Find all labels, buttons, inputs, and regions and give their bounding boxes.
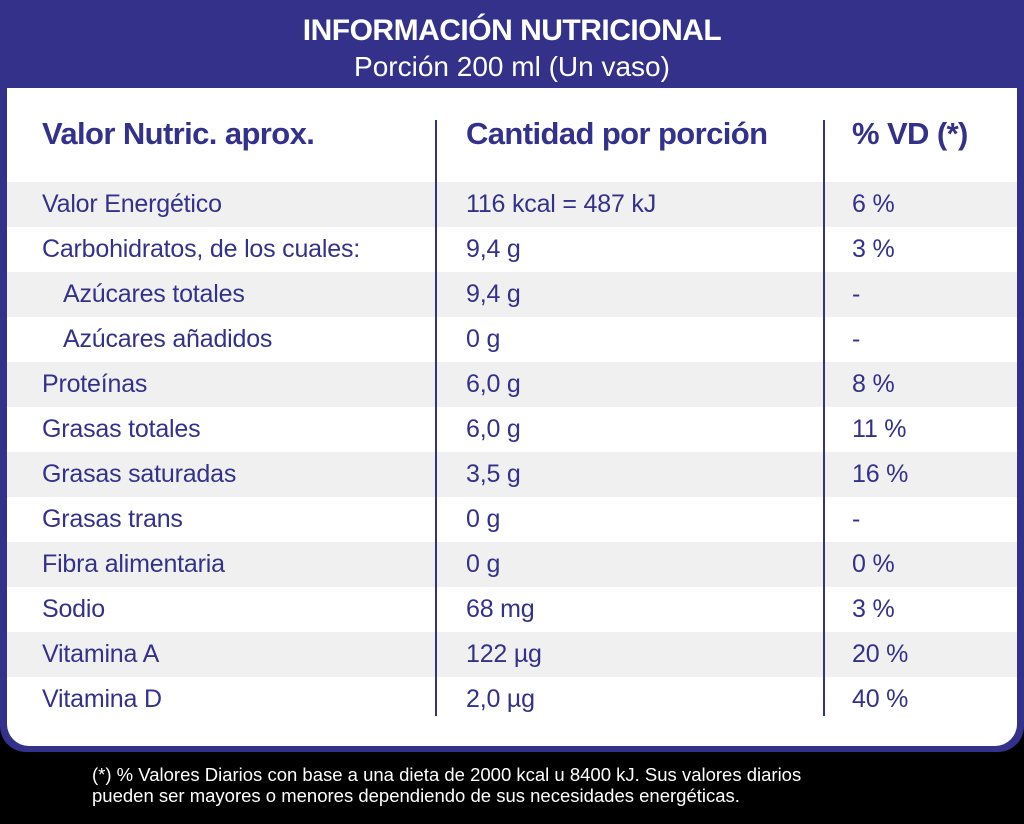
table-row: Vitamina D 2,0 µg 40 % bbox=[7, 677, 1017, 722]
nutrient-amount: 0 g bbox=[466, 325, 501, 353]
column-header-nutrient: Valor Nutric. aprox. bbox=[42, 116, 315, 151]
nutrient-name: Fibra alimentaria bbox=[42, 550, 225, 578]
nutrition-label: INFORMACIÓN NUTRICIONAL Porción 200 ml (… bbox=[0, 0, 1024, 752]
nutrient-amount: 6,0 g bbox=[466, 370, 521, 398]
table-row: Valor Energético 116 kcal = 487 kJ 6 % bbox=[7, 182, 1017, 227]
nutrition-table: Valor Nutric. aprox. Cantidad por porció… bbox=[7, 88, 1017, 746]
nutrient-daily-value: - bbox=[852, 505, 861, 533]
nutrient-name: Valor Energético bbox=[42, 190, 222, 218]
nutrient-name: Sodio bbox=[42, 595, 105, 623]
nutrient-name: Carbohidratos, de los cuales: bbox=[42, 235, 360, 263]
nutrient-daily-value: 20 % bbox=[852, 640, 909, 668]
table-row: Vitamina A 122 µg 20 % bbox=[7, 632, 1017, 677]
nutrient-daily-value: 8 % bbox=[852, 370, 895, 398]
nutrient-daily-value: 11 % bbox=[852, 415, 907, 443]
table-row: Carbohidratos, de los cuales: 9,4 g 3 % bbox=[7, 227, 1017, 272]
nutrient-name: Vitamina D bbox=[42, 685, 162, 713]
nutrient-daily-value: - bbox=[852, 280, 861, 308]
nutrient-daily-value: - bbox=[852, 325, 861, 353]
column-header-daily-value: % VD (*) bbox=[852, 116, 968, 151]
column-header-amount: Cantidad por porción bbox=[466, 116, 768, 151]
nutrient-amount: 0 g bbox=[466, 505, 501, 533]
table-row: Grasas trans 0 g - bbox=[7, 497, 1017, 542]
table-row: Proteínas 6,0 g 8 % bbox=[7, 362, 1017, 407]
table-row: Grasas saturadas 3,5 g 16 % bbox=[7, 452, 1017, 497]
nutrient-amount: 2,0 µg bbox=[466, 685, 535, 713]
column-divider bbox=[435, 120, 437, 716]
nutrient-name: Grasas trans bbox=[42, 505, 183, 533]
nutrient-name: Grasas totales bbox=[42, 415, 201, 443]
nutrient-amount: 9,4 g bbox=[466, 280, 521, 308]
table-row: Sodio 68 mg 3 % bbox=[7, 587, 1017, 632]
table-row: Fibra alimentaria 0 g 0 % bbox=[7, 542, 1017, 587]
nutrient-name: Grasas saturadas bbox=[42, 460, 237, 488]
nutrient-name: Vitamina A bbox=[42, 640, 160, 668]
nutrient-daily-value: 6 % bbox=[852, 190, 895, 218]
nutrient-amount: 9,4 g bbox=[466, 235, 521, 263]
nutrient-name: Azúcares totales bbox=[63, 280, 245, 308]
nutrient-daily-value: 16 % bbox=[852, 460, 909, 488]
label-title: INFORMACIÓN NUTRICIONAL bbox=[302, 14, 722, 47]
nutrient-amount: 0 g bbox=[466, 550, 501, 578]
footnote-line: (*) % Valores Diarios con base a una die… bbox=[92, 764, 802, 785]
label-header: INFORMACIÓN NUTRICIONAL Porción 200 ml (… bbox=[0, 0, 1024, 88]
nutrient-daily-value: 3 % bbox=[852, 235, 895, 263]
table-row: Grasas totales 6,0 g 11 % bbox=[7, 407, 1017, 452]
table-row: Azúcares totales 9,4 g - bbox=[7, 272, 1017, 317]
nutrient-name: Azúcares añadidos bbox=[63, 325, 273, 353]
table-row: Azúcares añadidos 0 g - bbox=[7, 317, 1017, 362]
nutrient-amount: 122 µg bbox=[466, 640, 542, 668]
column-divider bbox=[823, 120, 825, 716]
nutrient-daily-value: 3 % bbox=[852, 595, 895, 623]
nutrient-amount: 68 mg bbox=[466, 595, 535, 623]
footnote-line: pueden ser mayores o menores dependiendo… bbox=[92, 785, 740, 806]
nutrient-amount: 116 kcal = 487 kJ bbox=[466, 190, 657, 218]
nutrient-amount: 6,0 g bbox=[466, 415, 521, 443]
nutrient-name: Proteínas bbox=[42, 370, 148, 398]
footnote: (*) % Valores Diarios con base a una die… bbox=[92, 764, 992, 806]
serving-size: Porción 200 ml (Un vaso) bbox=[354, 51, 670, 82]
nutrient-amount: 3,5 g bbox=[466, 460, 521, 488]
nutrient-daily-value: 40 % bbox=[852, 685, 909, 713]
nutrient-daily-value: 0 % bbox=[852, 550, 895, 578]
